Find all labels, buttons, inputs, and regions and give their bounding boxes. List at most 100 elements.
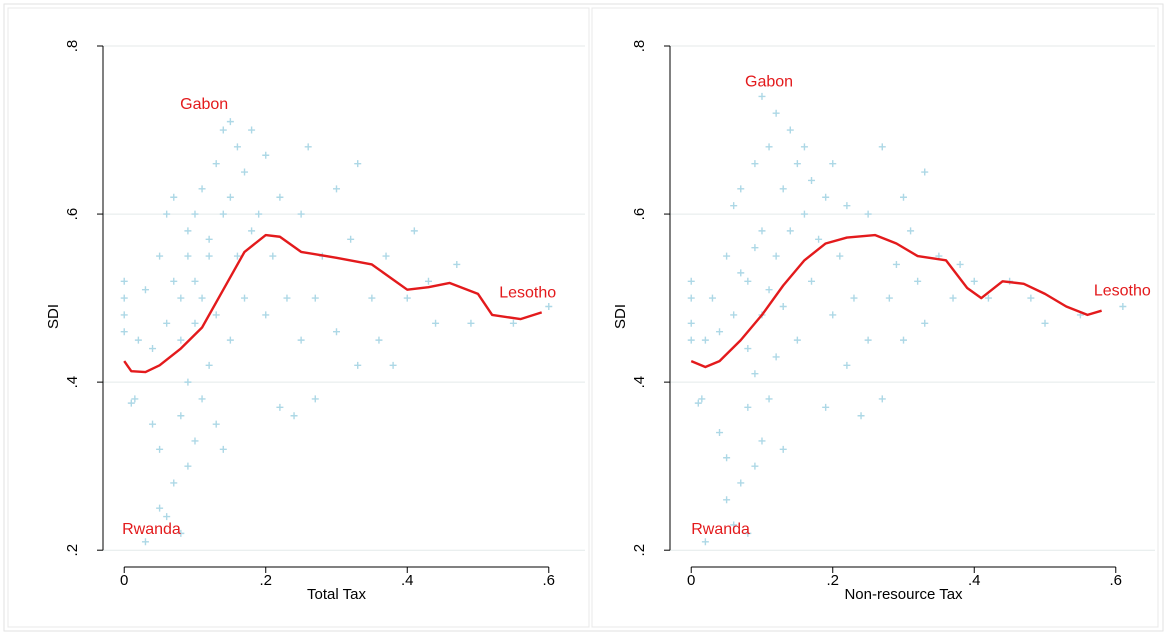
scatter-point (800, 210, 808, 218)
scatter-point (758, 92, 766, 100)
scatter-point (424, 277, 432, 285)
scatter-point (177, 412, 185, 420)
scatter-point (163, 513, 171, 521)
scatter-point (751, 462, 759, 470)
scatter-point (822, 403, 830, 411)
scatter-point (297, 210, 305, 218)
scatter-point (800, 143, 808, 151)
scatter-point (723, 496, 731, 504)
scatter-point (248, 227, 256, 235)
annotation: Rwanda (691, 521, 750, 538)
scatter-point (921, 319, 929, 327)
y-tick-label: .8 (64, 40, 81, 53)
scatter-point (843, 361, 851, 369)
y-tick-label: .6 (64, 208, 81, 221)
y-tick-label: .8 (631, 40, 648, 53)
x-tick-label: 0 (120, 572, 128, 589)
scatter-point (255, 210, 263, 218)
scatter-point (900, 193, 907, 201)
x-tick-label: .2 (826, 572, 839, 589)
scatter-point (723, 252, 731, 260)
y-tick-label: .2 (64, 544, 81, 557)
smooth-line (123, 233, 543, 374)
scatter-point (389, 361, 397, 369)
scatter-point (779, 445, 787, 453)
scatter-point (304, 143, 312, 151)
scatter-point (758, 227, 766, 235)
scatter-point (233, 143, 241, 151)
scatter-point (772, 353, 780, 361)
scatter-point (453, 260, 461, 268)
scatter-point (545, 303, 553, 310)
scatter-point (248, 126, 256, 134)
scatter-point (843, 202, 851, 210)
scatter-point (191, 210, 199, 218)
scatter-point (212, 160, 220, 168)
scatter-point (149, 420, 157, 428)
scatter-point (1119, 303, 1127, 310)
scatter-point (170, 277, 178, 285)
scatter-point (1027, 294, 1035, 302)
scatter-point (184, 227, 192, 235)
scatter-point (432, 319, 440, 327)
scatter-point (857, 412, 865, 420)
scatter-point (822, 193, 830, 201)
scatter-point (241, 168, 249, 176)
scatter-point (184, 378, 192, 386)
x-tick-label: 0 (687, 572, 695, 589)
scatter-point (141, 538, 149, 546)
scatter-point (354, 361, 362, 369)
scatter-point (737, 185, 745, 193)
scatter-point (191, 319, 199, 327)
x-axis-label: Total Tax (307, 586, 366, 603)
scatter-point (864, 210, 872, 218)
scatter-point (233, 252, 241, 260)
scatter-point (156, 445, 164, 453)
scatter-point (723, 454, 731, 462)
scatter-point (687, 336, 695, 344)
scatter-point (878, 395, 886, 403)
x-tick-label: .4 (401, 572, 414, 589)
scatter-point (226, 118, 234, 126)
x-tick-label: .6 (543, 572, 556, 589)
y-tick-label: .2 (631, 544, 648, 557)
x-tick-label: .4 (968, 572, 981, 589)
scatter-point (698, 395, 706, 403)
scatter-point (276, 193, 284, 201)
scatter-point (467, 319, 475, 327)
scatter-point (765, 286, 773, 294)
scatter-point (177, 336, 185, 344)
panel-content: Gabon Rwanda Lesotho (103, 45, 585, 551)
scatter-point (744, 277, 752, 285)
scatter-point (793, 160, 801, 168)
scatter-point (184, 252, 192, 260)
scatter-point (786, 126, 794, 134)
scatter-point (687, 319, 695, 327)
scatter-point (737, 269, 745, 277)
scatter-point (864, 336, 872, 344)
y-tick-label: .6 (631, 208, 648, 221)
scatter-point (120, 294, 128, 302)
scatter-point (120, 277, 128, 285)
scatter-point (205, 235, 213, 243)
annotation: Lesotho (1094, 283, 1151, 300)
scatter-point (382, 252, 390, 260)
scatter-point (177, 529, 185, 537)
scatter-point (829, 160, 837, 168)
scatter-point (765, 143, 773, 151)
annotation: Gabon (180, 96, 228, 113)
x-tick-label: .2 (259, 572, 272, 589)
scatter-point (163, 210, 171, 218)
scatter-point (269, 252, 277, 260)
scatter-point (375, 336, 383, 344)
scatter-point (177, 294, 185, 302)
scatter-point (283, 294, 291, 302)
scatter-point (219, 210, 227, 218)
scatter-point (156, 252, 164, 260)
scatter-point (149, 345, 157, 353)
scatter-point (120, 311, 128, 319)
scatter-point (198, 395, 206, 403)
scatter-point (878, 143, 886, 151)
scatter-point (262, 311, 270, 319)
